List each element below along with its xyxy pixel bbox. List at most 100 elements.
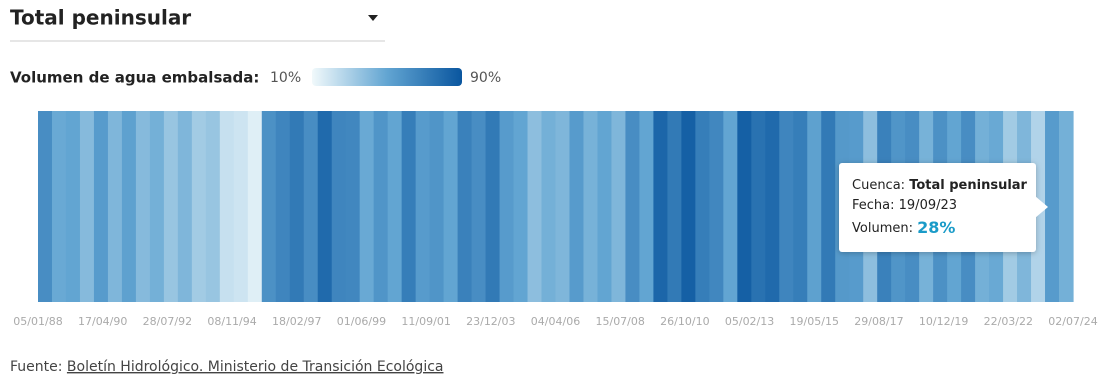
stripe [79, 111, 95, 302]
caret [368, 15, 378, 21]
stripe [583, 111, 599, 302]
stripe [191, 111, 207, 302]
stripe [765, 111, 780, 302]
x-tick-label: 28/07/92 [143, 315, 192, 328]
value: 19/09/23 [899, 198, 957, 213]
stripe [149, 111, 165, 302]
stripe [541, 111, 557, 302]
x-tick-label: 10/12/19 [919, 315, 968, 328]
stripe [121, 111, 137, 302]
x-tick-label: 08/11/94 [207, 315, 256, 328]
stripe [737, 111, 752, 302]
tooltip-cuenca: Cuenca: Total peninsular [852, 178, 1028, 193]
stripe [471, 111, 487, 302]
stripe [1059, 111, 1074, 302]
stripe [415, 111, 431, 302]
stripe [751, 111, 766, 302]
stripe [303, 111, 319, 302]
label: Fecha: [852, 198, 895, 213]
stripe [345, 111, 361, 302]
stripe [653, 111, 668, 302]
stripe [625, 111, 641, 302]
x-axis: 05/01/88 17/04/90 28/07/92 08/11/94 18/02/97… [13, 315, 1097, 328]
stripe [513, 111, 529, 302]
tooltip-fecha: Fecha: 19/09/23 [852, 198, 957, 213]
x-tick-label: 26/10/10 [660, 315, 709, 328]
legend-max: 90% [470, 70, 501, 86]
x-tick-label: 17/04/90 [78, 315, 127, 328]
stripe [779, 111, 794, 302]
stripe [821, 111, 836, 302]
stripe [317, 111, 333, 302]
stripe [597, 111, 613, 302]
stripe [107, 111, 123, 302]
stripe [709, 111, 724, 302]
stripe [681, 111, 696, 302]
x-tick-label: 01/06/99 [337, 315, 386, 328]
tooltip-box [839, 163, 1036, 252]
x-tick-label: 04/04/06 [531, 315, 580, 328]
stripe [135, 111, 151, 302]
x-tick-label: 15/07/08 [595, 315, 644, 328]
stripe [51, 111, 67, 302]
stripe [639, 111, 655, 302]
stripe [695, 111, 710, 302]
stripe [527, 111, 543, 302]
stripe [205, 111, 221, 302]
stripe [373, 111, 389, 302]
source-link[interactable]: Boletín Hidrológico. Ministerio de Trans… [67, 359, 444, 375]
stripe [667, 111, 682, 302]
x-tick-label: 11/09/01 [401, 315, 450, 328]
value: 28% [917, 218, 955, 237]
stripe [443, 111, 459, 302]
label: Volumen: [852, 221, 913, 236]
stripe [65, 111, 81, 302]
stripe [38, 111, 53, 302]
stripe [569, 111, 585, 302]
source: Fuente: Boletín Hidrológico. Ministerio … [10, 359, 443, 375]
value: Total peninsular [909, 178, 1027, 193]
x-tick-label: 19/05/15 [790, 315, 839, 328]
dropdown-title: Total peninsular [10, 6, 191, 30]
stripe [163, 111, 179, 302]
x-tick-label: 02/07/24 [1048, 315, 1097, 328]
stripe [359, 111, 375, 302]
stripe [485, 111, 501, 302]
stripe [233, 111, 249, 302]
stripe [429, 111, 445, 302]
x-tick-label: 29/08/17 [854, 315, 903, 328]
x-tick-label: 05/01/88 [13, 315, 62, 328]
stripe [499, 111, 515, 302]
stripe [289, 111, 305, 302]
stripe [219, 111, 235, 302]
legend-min: 10% [270, 70, 301, 86]
stripe [247, 111, 263, 302]
x-tick-label: 22/03/22 [984, 315, 1033, 328]
x-tick-label: 18/02/97 [272, 315, 321, 328]
stripe [261, 111, 277, 302]
stripe [177, 111, 193, 302]
stripe [723, 111, 738, 302]
legend-gradient [312, 68, 462, 86]
x-tick-label: 05/02/13 [725, 315, 774, 328]
source-label: Fuente: [10, 359, 62, 375]
stripe [457, 111, 473, 302]
stripe [331, 111, 347, 302]
stripe [93, 111, 109, 302]
stripe [1045, 111, 1060, 302]
dropdown[interactable]: Total peninsular [10, 6, 385, 42]
stripe [387, 111, 403, 302]
stripe [611, 111, 627, 302]
stripe [807, 111, 822, 302]
stripe [401, 111, 417, 302]
stripe [555, 111, 571, 302]
stripe [275, 111, 291, 302]
legend-title: Volumen de agua embalsada: [10, 69, 259, 87]
tooltip-arrow [1035, 196, 1048, 218]
stripe [793, 111, 808, 302]
tooltip: Cuenca: Total peninsular Fecha: 19/09/23… [839, 163, 1048, 252]
tooltip-volumen: Volumen: 28% [852, 218, 955, 237]
label: Cuenca: [852, 178, 905, 193]
x-tick-label: 23/12/03 [466, 315, 515, 328]
